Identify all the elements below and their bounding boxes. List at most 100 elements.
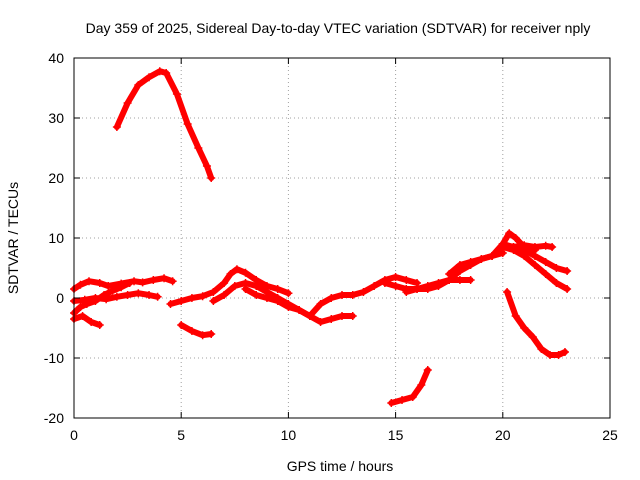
data-point bbox=[488, 252, 497, 260]
axis-ticks: 0 5 10 15 20 25 -20 -10 0 10 20 30 40 bbox=[44, 50, 618, 443]
data-point bbox=[91, 297, 100, 305]
data-point bbox=[554, 351, 563, 359]
series-s1 bbox=[112, 67, 216, 182]
data-point bbox=[149, 276, 158, 284]
data-point bbox=[95, 279, 104, 287]
data-point bbox=[138, 278, 147, 287]
data-point bbox=[505, 229, 514, 238]
data-point bbox=[563, 267, 572, 275]
data-point bbox=[466, 258, 475, 266]
data-point bbox=[82, 300, 91, 308]
data-point bbox=[177, 321, 186, 329]
data-point bbox=[172, 90, 181, 98]
data-point bbox=[338, 312, 346, 320]
data-point bbox=[284, 289, 293, 298]
data-point bbox=[198, 331, 207, 340]
chart-title: Day 359 of 2025, Sidereal Day-to-day VTE… bbox=[86, 20, 591, 36]
data-point bbox=[423, 285, 432, 293]
data-point bbox=[153, 292, 162, 301]
data-point bbox=[100, 291, 109, 299]
data-point bbox=[252, 282, 261, 290]
data-point bbox=[423, 366, 432, 374]
x-tick-label: 0 bbox=[70, 427, 78, 443]
x-tick-label: 10 bbox=[281, 427, 297, 443]
x-tick-label: 20 bbox=[495, 427, 511, 443]
data-point bbox=[445, 270, 454, 278]
series-s12 bbox=[305, 273, 422, 320]
data-point bbox=[262, 294, 271, 302]
data-point bbox=[305, 312, 314, 320]
data-point bbox=[560, 348, 569, 356]
x-tick-label: 25 bbox=[602, 427, 618, 443]
data-point bbox=[78, 312, 87, 320]
data-point bbox=[537, 345, 546, 353]
grid-lines bbox=[74, 58, 610, 418]
data-point bbox=[125, 279, 134, 287]
data-point bbox=[166, 300, 175, 308]
data-point bbox=[530, 243, 539, 251]
series-s11 bbox=[241, 285, 357, 326]
series-trace bbox=[71, 313, 103, 328]
data-point bbox=[511, 234, 520, 242]
y-tick-label: 30 bbox=[48, 110, 64, 126]
data-point bbox=[466, 276, 475, 284]
data-point bbox=[520, 241, 529, 250]
series-trace bbox=[178, 322, 215, 339]
y-tick-label: 0 bbox=[56, 290, 64, 306]
data-point bbox=[316, 318, 325, 326]
data-point bbox=[541, 241, 550, 250]
data-point bbox=[187, 294, 196, 302]
y-tick-label: 20 bbox=[48, 170, 64, 186]
data-point bbox=[145, 73, 154, 82]
data-point bbox=[168, 277, 177, 286]
data-point bbox=[273, 285, 282, 293]
y-tick-label: 10 bbox=[48, 230, 64, 246]
data-point bbox=[241, 268, 250, 277]
data-point bbox=[408, 393, 417, 401]
data-point bbox=[226, 270, 235, 278]
data-point bbox=[202, 162, 211, 170]
y-axis-label: SDTVAR / TECUs bbox=[5, 182, 21, 294]
data-point bbox=[417, 381, 426, 389]
data-point bbox=[316, 300, 325, 308]
data-point bbox=[123, 99, 132, 107]
data-point bbox=[455, 261, 464, 269]
data-point bbox=[530, 261, 539, 269]
data-point bbox=[455, 276, 464, 284]
data-point bbox=[194, 144, 203, 152]
data-point bbox=[477, 255, 486, 263]
series-s4 bbox=[177, 321, 216, 340]
data-point bbox=[498, 240, 507, 248]
data-point bbox=[338, 291, 346, 299]
data-point bbox=[134, 289, 143, 298]
data-point bbox=[112, 123, 121, 131]
data-point bbox=[295, 306, 304, 314]
series-trace bbox=[306, 274, 420, 319]
data-point bbox=[391, 282, 400, 290]
data-point bbox=[284, 303, 293, 311]
y-tick-label: -20 bbox=[44, 410, 64, 426]
data-point bbox=[402, 276, 411, 284]
x-axis-label: GPS time / hours bbox=[287, 458, 394, 474]
data-point bbox=[528, 333, 537, 341]
data-point bbox=[541, 258, 550, 266]
data-point bbox=[434, 282, 443, 290]
data-point bbox=[387, 399, 396, 407]
data-point bbox=[327, 315, 336, 323]
data-point bbox=[552, 264, 561, 272]
series-s8 bbox=[70, 279, 134, 317]
series-s3 bbox=[503, 288, 569, 359]
data-point bbox=[530, 252, 539, 260]
data-point bbox=[207, 330, 216, 338]
data-point bbox=[232, 265, 241, 274]
x-tick-label: 5 bbox=[177, 427, 185, 443]
series-trace bbox=[388, 367, 431, 406]
data-point bbox=[348, 312, 357, 320]
series-trace bbox=[504, 289, 568, 358]
data-point bbox=[145, 291, 154, 299]
data-point bbox=[207, 174, 216, 182]
data-point bbox=[230, 282, 239, 290]
series-s2 bbox=[387, 366, 432, 407]
data-point bbox=[552, 279, 561, 287]
